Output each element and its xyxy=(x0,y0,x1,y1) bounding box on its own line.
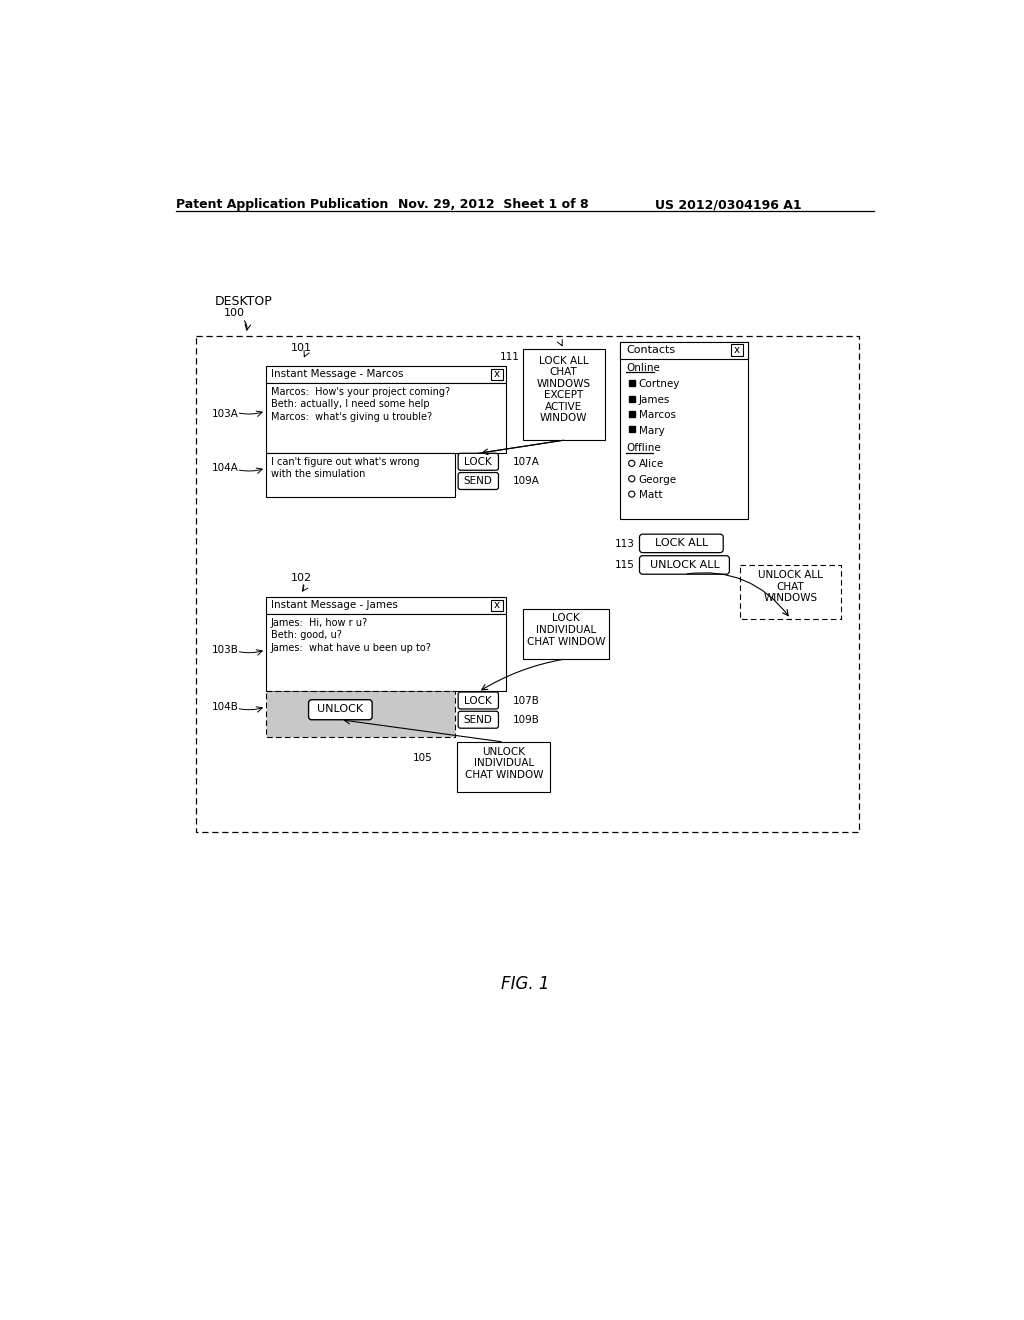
Text: Matt: Matt xyxy=(639,490,663,500)
Bar xyxy=(266,453,455,498)
Bar xyxy=(523,609,608,659)
Text: x: x xyxy=(494,370,500,379)
Bar xyxy=(621,342,748,519)
FancyBboxPatch shape xyxy=(640,535,723,553)
Text: 111: 111 xyxy=(500,352,519,363)
Text: Cortney: Cortney xyxy=(639,379,680,389)
Text: Marcos:  How's your project coming?: Marcos: How's your project coming? xyxy=(270,387,450,397)
Text: x: x xyxy=(494,601,500,610)
Text: INDIVIDUAL: INDIVIDUAL xyxy=(474,758,534,768)
Text: LOCK: LOCK xyxy=(465,457,493,467)
Text: CHAT WINDOW: CHAT WINDOW xyxy=(526,636,605,647)
Text: LOCK ALL: LOCK ALL xyxy=(654,539,708,548)
FancyBboxPatch shape xyxy=(458,692,499,709)
Text: 100: 100 xyxy=(224,308,245,318)
Text: 103B: 103B xyxy=(212,645,239,655)
Text: CHAT WINDOW: CHAT WINDOW xyxy=(465,770,543,780)
Text: FIG. 1: FIG. 1 xyxy=(501,974,549,993)
Text: George: George xyxy=(639,475,677,484)
Text: 107B: 107B xyxy=(512,696,540,706)
Text: Contacts: Contacts xyxy=(627,345,676,355)
Text: WINDOW: WINDOW xyxy=(540,413,588,424)
Text: 104B: 104B xyxy=(212,702,239,711)
Text: LOCK: LOCK xyxy=(465,696,493,706)
Text: Offline: Offline xyxy=(627,444,662,453)
Text: 113: 113 xyxy=(615,539,635,549)
Text: Patent Application Publication: Patent Application Publication xyxy=(176,198,388,211)
Text: INDIVIDUAL: INDIVIDUAL xyxy=(536,626,596,635)
Text: Instant Message - Marcos: Instant Message - Marcos xyxy=(270,370,403,379)
FancyBboxPatch shape xyxy=(640,556,729,574)
Text: UNLOCK ALL: UNLOCK ALL xyxy=(649,560,719,569)
Text: 109B: 109B xyxy=(512,715,540,725)
Text: SEND: SEND xyxy=(464,715,493,725)
Text: ACTIVE: ACTIVE xyxy=(545,401,583,412)
Text: 103A: 103A xyxy=(212,409,239,418)
Text: US 2012/0304196 A1: US 2012/0304196 A1 xyxy=(655,198,802,211)
Text: Marcos: Marcos xyxy=(639,411,676,420)
FancyBboxPatch shape xyxy=(308,700,372,719)
Text: Alice: Alice xyxy=(639,459,664,470)
Text: 104A: 104A xyxy=(212,463,239,474)
Text: LOCK ALL: LOCK ALL xyxy=(539,355,589,366)
Bar xyxy=(266,692,455,738)
Text: I can't figure out what's wrong: I can't figure out what's wrong xyxy=(270,457,419,467)
Text: with the simulation: with the simulation xyxy=(270,469,365,479)
Bar xyxy=(266,614,506,692)
Text: 102: 102 xyxy=(291,573,312,582)
Text: WINDOWS: WINDOWS xyxy=(764,594,818,603)
FancyBboxPatch shape xyxy=(458,473,499,490)
Bar xyxy=(266,383,506,453)
Bar xyxy=(458,742,550,792)
Text: Beth: actually, I need some help: Beth: actually, I need some help xyxy=(270,400,429,409)
Text: 105: 105 xyxy=(413,752,432,763)
Text: Online: Online xyxy=(627,363,660,374)
Text: Instant Message - James: Instant Message - James xyxy=(270,601,397,610)
Text: UNLOCK: UNLOCK xyxy=(482,747,525,756)
Text: 107A: 107A xyxy=(512,457,540,467)
Bar xyxy=(266,597,506,614)
Text: James: James xyxy=(639,395,670,405)
FancyBboxPatch shape xyxy=(458,453,499,470)
Text: CHAT: CHAT xyxy=(777,582,805,591)
Text: Mary: Mary xyxy=(639,425,665,436)
Text: UNLOCK ALL: UNLOCK ALL xyxy=(758,570,823,581)
Bar xyxy=(621,342,748,359)
Text: SEND: SEND xyxy=(464,477,493,486)
Bar xyxy=(490,599,503,611)
Text: CHAT: CHAT xyxy=(550,367,578,378)
Text: Nov. 29, 2012  Sheet 1 of 8: Nov. 29, 2012 Sheet 1 of 8 xyxy=(397,198,589,211)
Text: DESKTOP: DESKTOP xyxy=(215,296,272,309)
FancyBboxPatch shape xyxy=(458,711,499,729)
Bar xyxy=(266,367,506,383)
Text: x: x xyxy=(734,345,740,355)
Bar xyxy=(740,565,841,619)
Text: 109A: 109A xyxy=(512,477,540,486)
Text: James:  what have u been up to?: James: what have u been up to? xyxy=(270,643,431,652)
Text: EXCEPT: EXCEPT xyxy=(544,391,584,400)
Bar xyxy=(490,368,503,380)
Bar xyxy=(731,345,743,355)
Text: James:  Hi, how r u?: James: Hi, how r u? xyxy=(270,618,368,628)
Text: LOCK: LOCK xyxy=(552,614,580,623)
Text: 115: 115 xyxy=(615,560,635,570)
Bar xyxy=(197,335,859,832)
Text: 101: 101 xyxy=(291,343,311,354)
Text: WINDOWS: WINDOWS xyxy=(537,379,591,388)
Text: Marcos:  what's giving u trouble?: Marcos: what's giving u trouble? xyxy=(270,412,432,421)
Text: Beth: good, u?: Beth: good, u? xyxy=(270,631,341,640)
Text: UNLOCK: UNLOCK xyxy=(317,704,364,714)
Bar xyxy=(523,350,604,441)
